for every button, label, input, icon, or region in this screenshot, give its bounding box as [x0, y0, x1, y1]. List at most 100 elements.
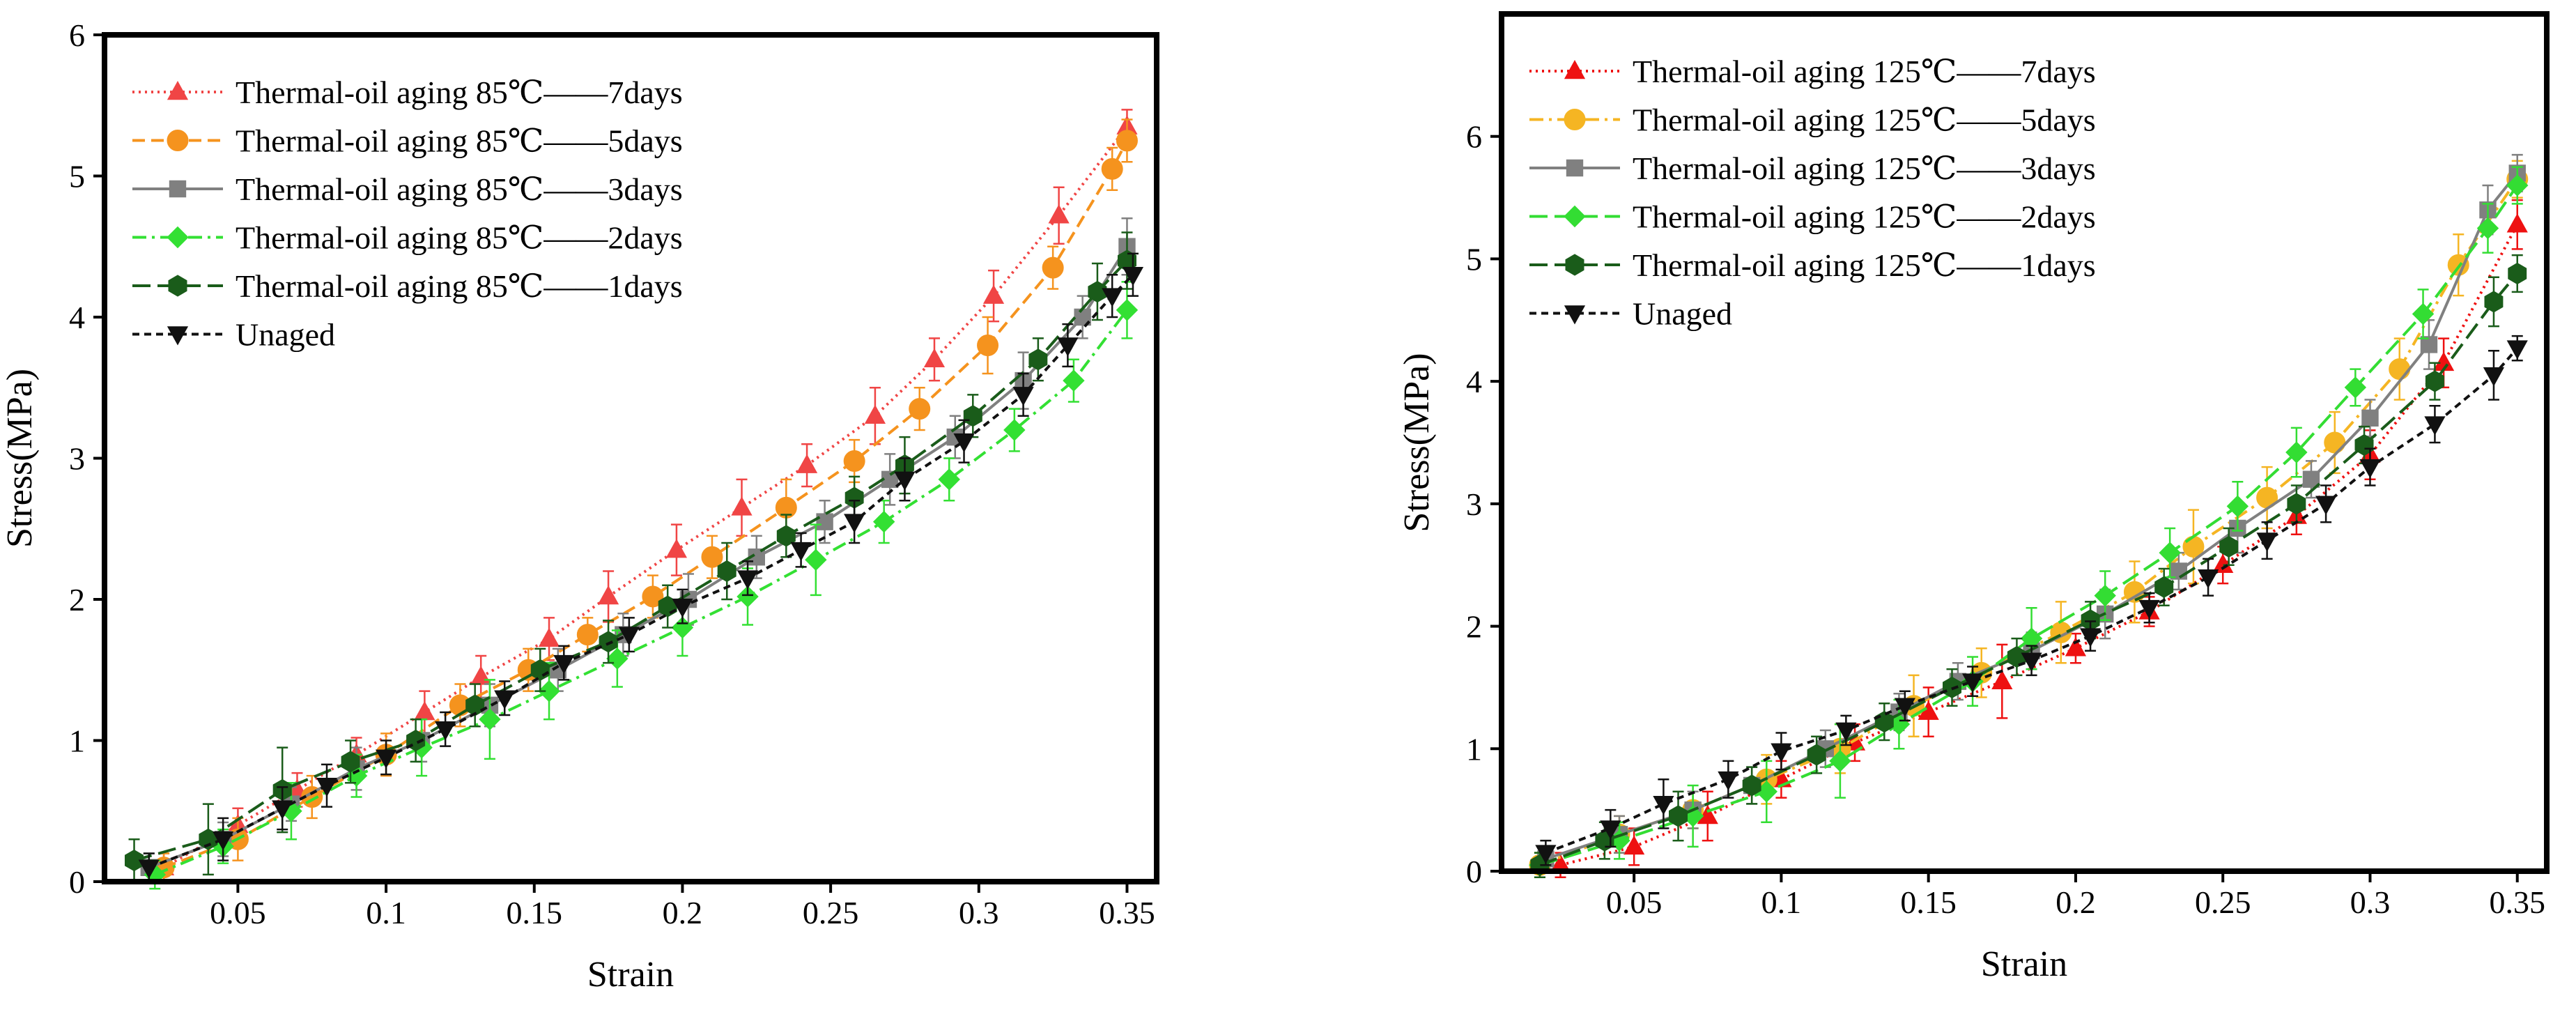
series-4 — [1529, 166, 2529, 879]
data-point — [2344, 376, 2367, 399]
data-point — [272, 800, 293, 820]
y-tick-label: 3 — [1466, 486, 1482, 522]
data-point — [1829, 750, 1851, 772]
y-tick-label: 5 — [69, 159, 85, 194]
data-point — [2476, 217, 2499, 240]
legend-swatch-marker — [167, 226, 189, 249]
data-point — [2021, 652, 2042, 672]
data-point — [538, 627, 560, 647]
data-point — [1102, 288, 1123, 307]
data-point — [1063, 369, 1085, 392]
data-point — [701, 546, 723, 568]
data-point — [736, 570, 759, 590]
data-point — [1057, 337, 1079, 357]
data-point — [1742, 774, 1761, 797]
series-line — [1539, 273, 2519, 867]
chart-panel-right: 0.05 0.1 0.15 0.2 0.25 0.3 0.35 0 1 2 3 4 5 6 Strain St… — [1397, 11, 2550, 984]
plot-frame — [1499, 11, 2550, 874]
data-point — [2065, 637, 2087, 657]
legend-swatch-marker — [1564, 305, 1586, 325]
data-point — [2420, 336, 2438, 353]
series-line — [1545, 347, 2519, 854]
x-tick-label: 0.15 — [507, 895, 563, 930]
data-point — [1116, 130, 1138, 152]
data-point — [553, 654, 575, 675]
x-tick-label: 0.2 — [663, 895, 703, 930]
data-point — [2315, 496, 2337, 515]
y-tick-label: 6 — [1466, 119, 1482, 155]
data-point — [125, 850, 144, 872]
data-point — [671, 616, 694, 639]
x-tick-label: 0.3 — [2350, 884, 2391, 920]
data-point — [2138, 599, 2160, 620]
series-line — [154, 309, 1129, 876]
legend-label: Thermal-oil aging 85℃——1days — [236, 268, 683, 304]
data-point — [2079, 628, 2101, 647]
series-6 — [1535, 335, 2528, 866]
x-tick-label: 0.1 — [366, 895, 406, 930]
data-point — [1961, 673, 1984, 693]
data-point — [872, 510, 895, 533]
data-point — [2483, 367, 2505, 387]
legend-label: Thermal-oil aging 125℃——1days — [1633, 247, 2096, 283]
data-point — [2359, 459, 2381, 479]
y-tick-label: 0 — [69, 864, 85, 900]
chart-panel-left: 0.05 0.1 0.15 0.2 0.25 0.3 0.35 0 1 2 3 4 5 6 Strain St… — [0, 17, 1159, 995]
series-line — [1539, 184, 2519, 867]
data-point — [494, 690, 516, 709]
data-point — [790, 542, 812, 562]
data-point — [1718, 771, 1739, 791]
data-point — [881, 470, 899, 489]
data-point — [2302, 470, 2320, 488]
data-point — [938, 468, 960, 491]
x-tick-label: 0.05 — [1606, 884, 1663, 920]
data-point — [341, 751, 360, 773]
data-point — [2361, 409, 2379, 427]
y-tick-label: 2 — [1466, 609, 1482, 645]
data-point — [1003, 419, 1026, 441]
data-point — [2425, 370, 2444, 392]
data-point — [963, 405, 982, 427]
data-point — [2412, 302, 2435, 325]
legend-label: Thermal-oil aging 125℃——5days — [1633, 102, 2096, 138]
legend-swatch-marker — [167, 80, 189, 100]
data-point — [1600, 820, 1621, 840]
data-point — [1894, 698, 1915, 717]
data-point — [2094, 584, 2116, 607]
data-point — [1624, 835, 1645, 855]
data-point — [599, 631, 618, 653]
data-point — [1028, 348, 1048, 371]
data-point — [1771, 743, 1792, 762]
data-point — [465, 694, 485, 716]
data-point — [2197, 569, 2219, 589]
legend: Thermal-oil aging 125℃——7days Thermal-oil… — [1529, 54, 2096, 332]
data-point — [1669, 805, 1688, 827]
data-point — [1012, 387, 1034, 406]
data-point — [953, 433, 975, 453]
data-point — [909, 398, 931, 420]
series-5 — [1530, 254, 2527, 879]
data-point — [2506, 174, 2529, 197]
data-point — [2154, 576, 2174, 598]
data-point — [2506, 340, 2528, 360]
data-point — [1088, 281, 1107, 303]
data-point — [843, 450, 865, 472]
data-point — [796, 454, 818, 473]
x-tick-label: 0.1 — [1761, 884, 1802, 920]
data-point — [2256, 532, 2278, 552]
x-tick-label: 0.35 — [1099, 895, 1155, 930]
data-point — [576, 624, 599, 646]
data-point — [1101, 158, 1123, 180]
data-point — [1116, 299, 1139, 321]
data-point — [775, 496, 797, 519]
plot-frame — [102, 32, 1159, 884]
y-tick-label: 0 — [1466, 854, 1482, 889]
legend-swatch-marker — [1566, 159, 1584, 177]
y-tick-label: 6 — [69, 17, 85, 53]
legend-swatch-marker — [1564, 205, 1586, 228]
legend-label: Thermal-oil aging 85℃——7days — [236, 75, 683, 110]
data-point — [1807, 744, 1826, 766]
legend-label: Unaged — [236, 317, 335, 353]
data-point — [213, 831, 234, 851]
